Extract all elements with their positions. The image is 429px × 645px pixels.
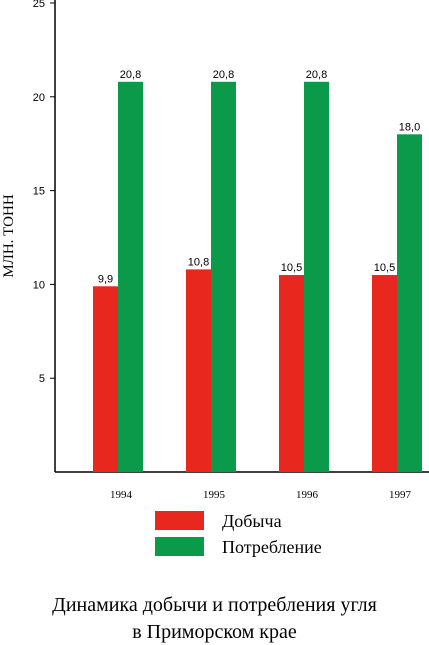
y-tick-label-15: 15 [33,186,45,198]
bar-potreblenie-1997 [397,134,422,472]
data-label-potreblenie-1996: 20,8 [306,69,327,81]
data-label-dobycha-1995: 10,8 [188,256,209,268]
legend-label-potreblenie: Потребление [222,537,322,557]
data-label-potreblenie-1995: 20,8 [213,69,234,81]
data-label-potreblenie-1994: 20,8 [120,69,141,81]
y-axis-label: МЛН. ТОНН [1,194,17,277]
data-label-dobycha-1997: 10,5 [374,262,395,274]
labels: 9,9 20,8 1994 10,8 20,8 1995 10,5 20,8 1996 10,5 1… [98,69,420,501]
data-label-potreblenie-1997: 18,0 [399,121,420,133]
chart-caption-line-2: в Приморском крае [132,621,297,643]
y-tick-label-25: 25 [33,0,45,10]
bar-potreblenie-1996 [304,81,329,473]
bars [93,81,422,473]
bar-dobycha-1997 [372,275,397,472]
bar-dobycha-1996 [279,275,304,472]
x-tick-label-1995: 1995 [203,489,226,501]
data-label-dobycha-1994: 9,9 [98,273,113,285]
chart-caption-line-1: Динамика добычи и потребления угля [52,594,377,616]
legend-swatch-potreblenie [155,537,204,556]
x-tick-label-1996: 1996 [296,489,319,501]
y-tick-label-20: 20 [33,92,45,104]
x-tick-label-1997: 1997 [389,489,412,501]
bar-potreblenie-1994 [118,81,143,473]
legend: Добыча Потребление [155,511,322,557]
bar-potreblenie-1995 [211,81,236,473]
y-tick-label-10: 10 [33,279,45,291]
data-label-dobycha-1996: 10,5 [281,262,302,274]
bar-dobycha-1995 [186,269,211,472]
legend-swatch-dobycha [155,511,204,530]
legend-label-dobycha: Добыча [222,511,282,531]
y-tick-label-5: 5 [39,373,45,385]
x-tick-label-1994: 1994 [110,489,133,501]
bar-dobycha-1994 [93,286,118,472]
